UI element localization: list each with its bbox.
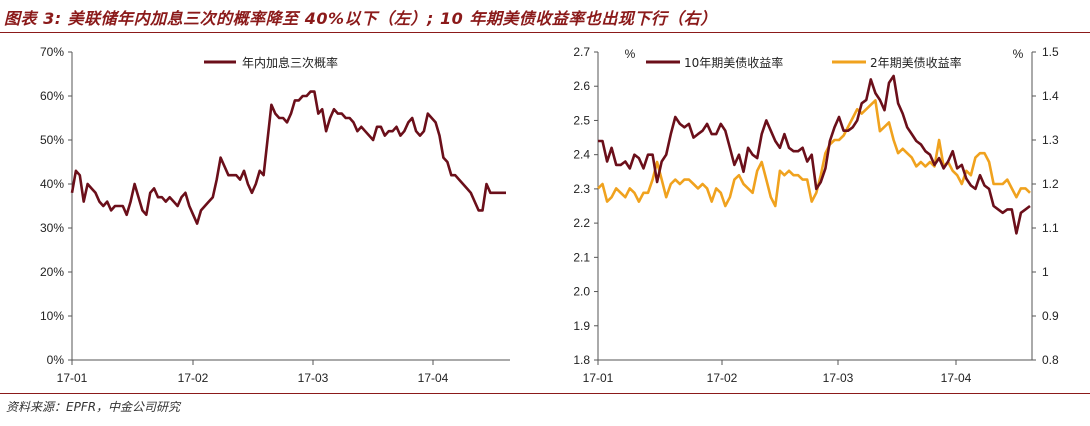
right-chart-left-tick-label: 1.8 [573, 353, 590, 367]
left-chart-y-tick-label: 10% [40, 309, 64, 323]
left-chart-y-tick-label: 50% [40, 133, 64, 147]
right-chart-right-tick-label: 1.2 [1042, 177, 1059, 191]
right-chart-left-tick-label: 2.0 [573, 285, 590, 299]
right-chart-right-tick-label: 1.1 [1042, 221, 1059, 235]
left-chart-y-tick-label: 40% [40, 177, 64, 191]
right-chart-right-tick-label: 1.4 [1042, 89, 1059, 103]
source-note: 资料来源：EPFR，中金公司研究 [6, 398, 180, 415]
left-chart-x-tick-label: 17-03 [298, 371, 329, 385]
right-chart-x-tick-label: 17-04 [941, 371, 972, 385]
right-chart-x-tick-label: 17-02 [707, 371, 738, 385]
right-chart-left-tick-label: 1.9 [573, 319, 590, 333]
right-chart-legend-10y-label: 10年期美债收益率 [684, 55, 783, 70]
left-chart-y-tick-label: 20% [40, 265, 64, 279]
bottom-rule [0, 393, 1090, 394]
right-chart-legend-2y-label: 2年期美债收益率 [870, 55, 962, 70]
right-chart-right-tick-label: 0.9 [1042, 309, 1059, 323]
right-chart-left-tick-label: 2.7 [573, 45, 590, 59]
right-chart-left-tick-label: 2.4 [573, 148, 590, 162]
source-text: 资料来源：EPFR，中金公司研究 [6, 400, 181, 414]
figure-title: 图表 3: 美联储年内加息三次的概率降至 40%以下（左）; 10 年期美债收益… [4, 9, 717, 28]
left-chart-x-tick-label: 17-04 [418, 371, 449, 385]
left-chart-x-tick-label: 17-01 [57, 371, 88, 385]
left-chart-y-tick-label: 70% [40, 45, 64, 59]
right-chart-10y-series-line [598, 74, 1031, 235]
right-chart-left-tick-label: 2.3 [573, 182, 590, 196]
left-chart-legend-label: 年内加息三次概率 [242, 55, 338, 70]
right-chart-left-unit: % [625, 47, 636, 61]
title-rule [0, 32, 1090, 33]
right-chart-left-tick-label: 2.6 [573, 79, 590, 93]
right-chart-left-tick-label: 2.5 [573, 113, 590, 127]
right-chart-right-tick-label: 1 [1042, 265, 1049, 279]
left-chart-y-tick-label: 0% [47, 353, 65, 367]
left-chart-y-tick-label: 60% [40, 89, 64, 103]
left-chart-y-tick-label: 30% [40, 221, 64, 235]
right-chart-right-unit: % [1013, 47, 1024, 61]
left-chart-x-tick-label: 17-02 [178, 371, 209, 385]
right-chart-left-tick-label: 2.2 [573, 216, 590, 230]
right-chart-x-tick-label: 17-01 [583, 371, 614, 385]
right-chart-right-tick-label: 1.5 [1042, 45, 1059, 59]
right-chart-right-tick-label: 0.8 [1042, 353, 1059, 367]
right-chart-left-tick-label: 2.1 [573, 250, 590, 264]
right-chart-2y-series-line [597, 99, 1031, 208]
right-chart-right-tick-label: 1.3 [1042, 133, 1059, 147]
right-chart-x-tick-label: 17-03 [823, 371, 854, 385]
left-chart-series-line [70, 90, 506, 225]
